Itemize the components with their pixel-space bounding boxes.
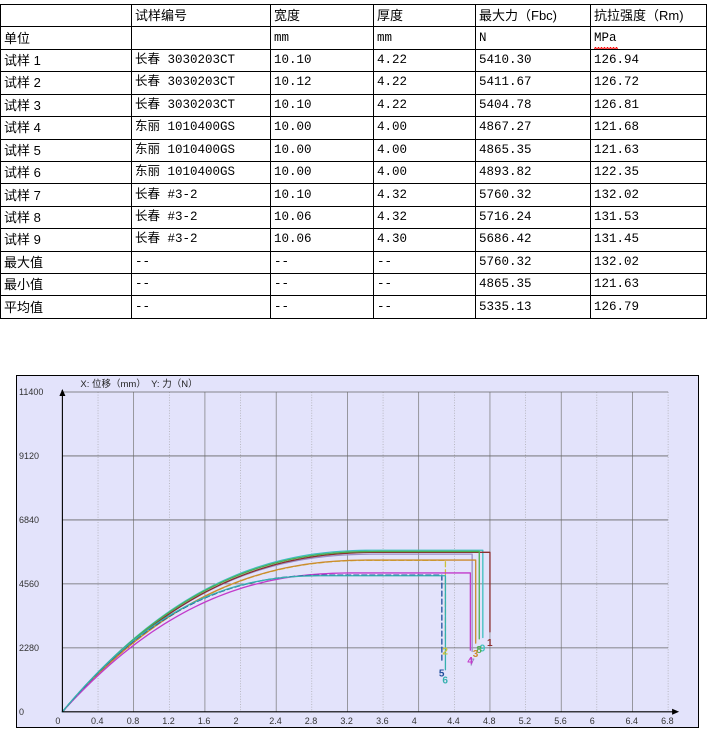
svg-text:6840: 6840 bbox=[19, 515, 39, 525]
svg-text:4560: 4560 bbox=[19, 579, 39, 589]
svg-text:6.8: 6.8 bbox=[661, 716, 674, 726]
svg-text:1: 1 bbox=[487, 638, 493, 649]
svg-text:0: 0 bbox=[55, 716, 60, 726]
svg-text:3.6: 3.6 bbox=[376, 716, 389, 726]
svg-text:2: 2 bbox=[234, 716, 239, 726]
svg-text:2: 2 bbox=[442, 646, 448, 657]
svg-text:3: 3 bbox=[473, 649, 479, 660]
svg-text:2280: 2280 bbox=[19, 643, 39, 653]
svg-text:5.6: 5.6 bbox=[554, 716, 567, 726]
svg-text:5.2: 5.2 bbox=[519, 716, 532, 726]
svg-text:X: 位移（mm） Y: 力（N）: X: 位移（mm） Y: 力（N） bbox=[80, 378, 197, 390]
svg-text:4: 4 bbox=[467, 656, 473, 667]
svg-text:0.8: 0.8 bbox=[127, 716, 140, 726]
svg-text:1.2: 1.2 bbox=[162, 716, 175, 726]
svg-text:4.4: 4.4 bbox=[447, 716, 460, 726]
svg-text:0.4: 0.4 bbox=[91, 716, 104, 726]
svg-text:11400: 11400 bbox=[19, 387, 43, 397]
svg-text:3.2: 3.2 bbox=[340, 716, 353, 726]
svg-text:6.4: 6.4 bbox=[626, 716, 639, 726]
svg-text:9120: 9120 bbox=[19, 451, 39, 461]
svg-text:2.8: 2.8 bbox=[305, 716, 318, 726]
svg-text:4.8: 4.8 bbox=[483, 716, 496, 726]
svg-text:6: 6 bbox=[590, 716, 595, 726]
svg-text:6: 6 bbox=[442, 676, 448, 687]
svg-text:0: 0 bbox=[19, 707, 24, 717]
svg-text:1.6: 1.6 bbox=[198, 716, 211, 726]
svg-text:4: 4 bbox=[412, 716, 417, 726]
svg-text:2.4: 2.4 bbox=[269, 716, 282, 726]
